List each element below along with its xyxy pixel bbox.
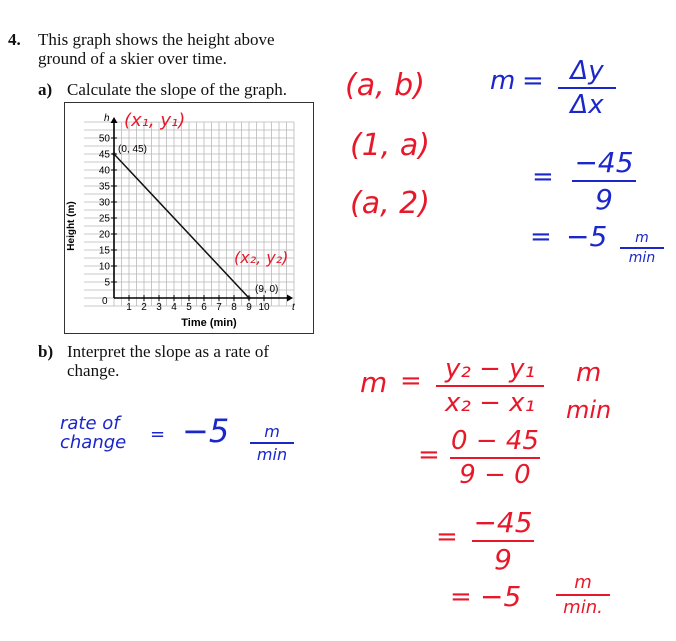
hand-m2-unit: m min. xyxy=(556,572,610,618)
data-point xyxy=(112,152,116,156)
hand-m2-eq-2: = xyxy=(418,440,440,470)
hand-slope-unit-m: m xyxy=(635,230,649,246)
x-tick-label: 4 xyxy=(171,302,177,313)
y-tick-label: 45 xyxy=(99,150,111,161)
point-label-end: (9, 0) xyxy=(255,284,278,295)
hand-rate-value: −5 xyxy=(182,412,230,450)
hand-m2-num-3: −45 xyxy=(473,506,533,539)
hand-slope-delta-y: Δy xyxy=(570,56,604,86)
hand-m2-frac-formula: y₂ − y₁ x₂ − x₁ xyxy=(436,354,544,418)
data-point xyxy=(247,296,251,300)
x-tick-label: 2 xyxy=(141,302,147,313)
x-tick-label: 9 xyxy=(246,302,252,313)
hand-m2-den-3: 9 xyxy=(494,543,512,576)
hand-coord-1: (a, b) xyxy=(345,68,425,103)
hand-slope-unit: m min xyxy=(620,230,664,266)
hand-m2-eq-4: = xyxy=(450,582,472,612)
hand-slope-m: m xyxy=(490,66,516,96)
x-tick-label: 3 xyxy=(156,302,162,313)
hand-m2: m xyxy=(360,366,388,399)
hand-slope-result: −5 xyxy=(566,220,608,253)
hand-slope-num: −45 xyxy=(574,146,634,179)
y-axis-label: Height (m) xyxy=(66,201,77,250)
y-tick-label: 5 xyxy=(104,278,110,289)
hand-m2-num-2: 0 − 45 xyxy=(451,426,539,456)
y-tick-label: 50 xyxy=(99,134,111,145)
hand-m2-unit-m: m xyxy=(574,572,592,593)
hand-slope-unit-min: min xyxy=(628,250,656,266)
y-tick-label: 25 xyxy=(99,214,111,225)
hand-slope-den: 9 xyxy=(595,183,613,216)
hand-rate-label-1: rate of xyxy=(60,413,120,434)
x-tick-label: 7 xyxy=(216,302,222,313)
x-tick-label: 8 xyxy=(231,302,237,313)
hand-slope-eq-3: = xyxy=(530,222,552,252)
graph-axes xyxy=(110,117,293,302)
hand-label-x2y2: (x₂, y₂) xyxy=(234,248,289,267)
hand-m2-result: −5 xyxy=(480,580,522,613)
hand-m2-eq-3: = xyxy=(436,522,458,552)
hand-rate-label-2: change xyxy=(60,432,127,453)
x-tick-label: 10 xyxy=(258,302,270,313)
hand-rate-unit-m: m xyxy=(264,422,280,441)
point-label-start: (0, 45) xyxy=(118,144,147,155)
x-axis-label: Time (min) xyxy=(181,317,237,329)
y-tick-label: 15 xyxy=(99,246,111,257)
part-a-label: a) xyxy=(38,80,53,99)
hand-m2-unit-1: m xyxy=(576,358,602,388)
y-tick-label: 40 xyxy=(99,166,111,177)
hand-m2-num: y₂ − y₁ xyxy=(445,354,535,384)
y-axis-arrow xyxy=(110,117,118,123)
x-axis-letter: t xyxy=(292,302,296,313)
hand-label-x1y1: (x₁, y₁) xyxy=(124,110,186,131)
y-tick-label: 20 xyxy=(99,230,111,241)
x-tick-label: 6 xyxy=(201,302,207,313)
y-axis-letter: h xyxy=(104,113,110,124)
y-tick-label: 30 xyxy=(99,198,111,209)
hand-coord-2: (1, a) xyxy=(350,128,430,163)
hand-m2-den: x₂ − x₁ xyxy=(445,388,535,418)
part-b-text: Interpret the slope as a rate of change. xyxy=(67,342,270,380)
x-axis-arrow xyxy=(287,294,293,302)
hand-slope-frac-values: −45 9 xyxy=(572,146,636,216)
hand-m2-unit-2: min xyxy=(566,396,612,424)
hand-rate-eq: = xyxy=(150,424,166,445)
hand-m2-frac-values: 0 − 45 9 − 0 xyxy=(450,426,540,490)
hand-m2-frac-simplified: −45 9 xyxy=(472,506,534,576)
x-tick-label: 5 xyxy=(186,302,192,313)
graph-series xyxy=(112,152,251,300)
hand-m2-unit-min: min. xyxy=(563,597,603,618)
height-line xyxy=(113,153,250,299)
hand-m2-den-2: 9 − 0 xyxy=(459,460,531,490)
part-b-label: b) xyxy=(38,342,54,361)
hand-rate-unit-min: min xyxy=(256,445,288,464)
hand-coord-3: (a, 2) xyxy=(350,186,430,221)
hand-slope-eq-2: = xyxy=(532,162,554,192)
y-tick-label: 35 xyxy=(99,182,111,193)
question-number: 4. xyxy=(8,30,21,49)
hand-rate-label: rate of change xyxy=(60,414,126,452)
hand-rate-unit: m min xyxy=(250,422,294,464)
part-a-text: Calculate the slope of the graph. xyxy=(67,80,287,99)
hand-slope-delta-x: Δx xyxy=(570,90,604,120)
hand-m2-eq: = xyxy=(400,366,422,396)
x-tick-label: 1 xyxy=(126,302,132,313)
y-tick-label: 10 xyxy=(99,262,111,273)
hand-slope-frac-delta: Δy Δx xyxy=(558,56,616,120)
question-text: This graph shows the height above ground… xyxy=(38,30,275,68)
hand-slope-eq: = xyxy=(522,66,544,96)
origin-label: 0 xyxy=(102,296,108,307)
